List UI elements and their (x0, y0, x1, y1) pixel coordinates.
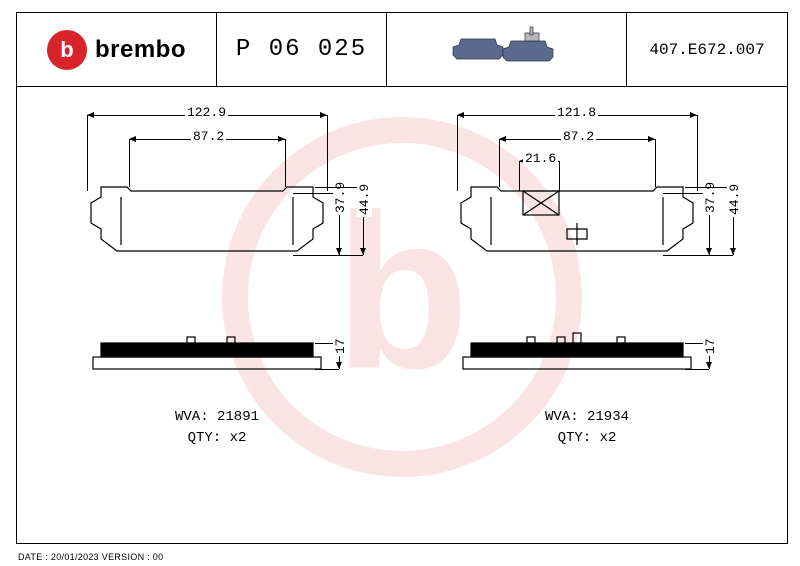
dim-thick-r: 17 (703, 336, 718, 356)
dim-inner-width-l: 87.2 (191, 129, 226, 144)
wva-block-left: WVA: 21891 QTY: x2 (57, 407, 377, 449)
dim-top-width-l: 122.9 (185, 105, 228, 120)
pad-right-face (467, 185, 687, 269)
drawing-number-cell: 407.E672.007 (627, 13, 787, 86)
part-number-cell: P 06 025 (217, 13, 387, 86)
dim-thick-l: 17 (333, 336, 348, 356)
drawing-number: 407.E672.007 (649, 41, 764, 59)
drawing-body: b 122.9 87.2 (17, 87, 787, 543)
dim-outer-h-r: 44.9 (727, 182, 742, 217)
dim-clip-r: 21.6 (523, 151, 558, 166)
dim-center-h-l: 37.9 (333, 180, 348, 215)
brand-text: brembo (95, 36, 186, 64)
brake-pads-icon (447, 25, 567, 75)
header-row: b brembo P 06 025 407.E672.007 (17, 13, 787, 87)
dim-outer-h-l: 44.9 (357, 182, 372, 217)
qty-r: x2 (600, 430, 617, 446)
wva-r: 21934 (587, 409, 629, 425)
dim-inner-width-r: 87.2 (561, 129, 596, 144)
pad-left-face (97, 185, 317, 269)
drawing-frame: b brembo P 06 025 407.E672.007 b (16, 12, 788, 544)
part-number: P 06 025 (236, 36, 367, 63)
brembo-logo: b brembo (47, 30, 186, 70)
wva-block-right: WVA: 21934 QTY: x2 (427, 407, 747, 449)
product-image-cell (387, 13, 627, 86)
qty-l: x2 (230, 430, 247, 446)
brand-cell: b brembo (17, 13, 217, 86)
dim-center-h-r: 37.9 (703, 180, 718, 215)
pad-right-side (467, 337, 687, 373)
brembo-b-icon: b (47, 30, 87, 70)
footer-text: DATE : 20/01/2023 VERSION : 00 (18, 552, 163, 562)
pad-left-side (97, 337, 317, 373)
wva-l: 21891 (217, 409, 259, 425)
dim-top-width-r: 121.8 (555, 105, 598, 120)
